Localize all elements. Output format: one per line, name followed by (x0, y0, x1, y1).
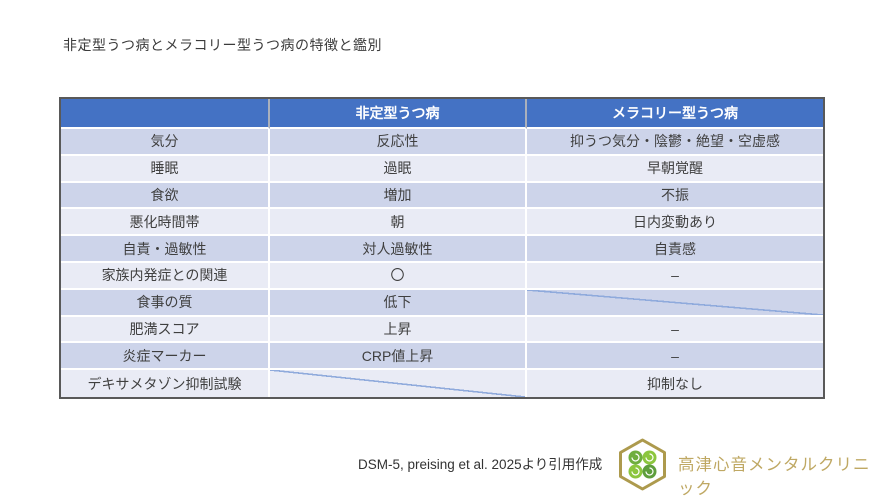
melancholic-value-cell: 不振 (527, 182, 823, 210)
table-header-melancholic: メラコリー型うつ病 (527, 99, 823, 129)
melancholic-value-cell: 自責感 (527, 236, 823, 263)
row-label-cell: 睡眠 (61, 155, 270, 183)
table-header-empty (61, 99, 270, 129)
clinic-name-text: 高津心音メンタルクリニック (678, 456, 871, 498)
atypical-value-cell: 増加 (270, 182, 527, 210)
atypical-value-cell: 上昇 (270, 316, 527, 344)
row-label-cell: 自責・過敏性 (61, 236, 270, 263)
atypical-value-cell: 反応性 (270, 129, 527, 156)
row-label-cell: デキサメタゾン抑制試験 (61, 370, 270, 397)
melancholic-value-cell: – (527, 316, 823, 344)
melancholic-value-cell: 抑制なし (527, 370, 823, 397)
table-header-atypical: 非定型うつ病 (270, 99, 527, 129)
row-label-cell: 気分 (61, 129, 270, 156)
row-label-cell: 悪化時間帯 (61, 209, 270, 237)
atypical-value-cell: 過眠 (270, 155, 527, 183)
melancholic-value-cell: 抑うつ気分・陰鬱・絶望・空虚感 (527, 129, 823, 156)
clinic-logo-icon (619, 438, 666, 491)
melancholic-value-cell: – (527, 262, 823, 290)
melancholic-value-cell: – (527, 343, 823, 371)
atypical-value-cell (270, 370, 527, 397)
melancholic-value-cell (527, 289, 823, 317)
melancholic-value-cell: 日内変動あり (527, 209, 823, 237)
melancholic-value-cell: 早朝覚醒 (527, 155, 823, 183)
comparison-table: 非定型うつ病 メラコリー型うつ病 気分 反応性 抑うつ気分・陰鬱・絶望・空虚感 … (59, 97, 825, 399)
atypical-value-cell: 低下 (270, 289, 527, 317)
atypical-value-cell: CRP値上昇 (270, 343, 527, 371)
atypical-value-cell: 朝 (270, 209, 527, 237)
row-label-cell: 炎症マーカー (61, 343, 270, 371)
page-title: 非定型うつ病とメラコリー型うつ病の特徴と鑑別 (63, 37, 382, 53)
atypical-value-cell: 対人過敏性 (270, 236, 527, 263)
row-label-cell: 肥満スコア (61, 316, 270, 344)
atypical-value-cell: 〇 (270, 262, 527, 290)
row-label-cell: 食欲 (61, 182, 270, 210)
row-label-cell: 食事の質 (61, 289, 270, 317)
row-label-cell: 家族内発症との関連 (61, 262, 270, 290)
citation-text: DSM-5, preising et al. 2025より引用作成 (358, 457, 603, 472)
